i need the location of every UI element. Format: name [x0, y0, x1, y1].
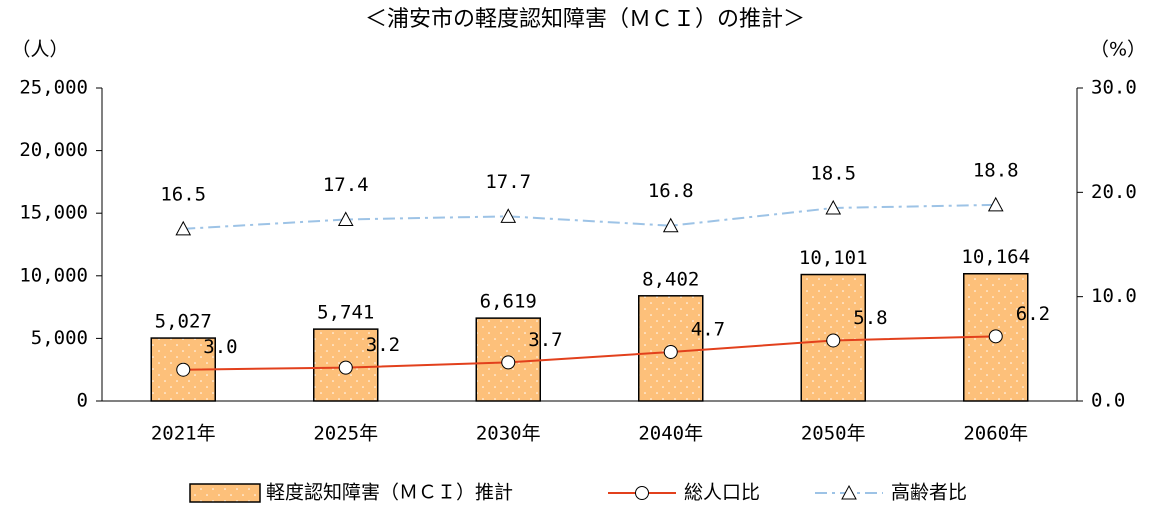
y2-tick-label: 30.0: [1091, 77, 1137, 99]
point: [841, 484, 857, 500]
y2-tick-label: 0.0: [1091, 390, 1125, 412]
y-tick-label: 25,000: [19, 77, 88, 99]
x-tick-label: 2021年: [151, 423, 216, 445]
data-label: 3.2: [366, 334, 400, 356]
data-label: 5.8: [853, 307, 887, 329]
legend-label: 総人口比: [684, 482, 760, 504]
legend-item: 総人口比: [608, 482, 760, 504]
data-label: 8,402: [642, 268, 699, 290]
data-label: 10,164: [961, 246, 1030, 268]
chart-title: ＜浦安市の軽度認知障害（ＭＣＩ）の推計＞: [365, 7, 805, 32]
x-tick-label: 2060年: [963, 423, 1028, 445]
point: [337, 211, 354, 226]
point: [501, 355, 516, 370]
legend-item: 軽度認知障害（ＭＣＩ）推計: [189, 482, 513, 504]
data-label: 16.5: [160, 183, 206, 205]
data-label: 17.4: [323, 174, 369, 196]
bar: [800, 273, 866, 402]
legend-label: 高齢者比: [891, 482, 967, 504]
y-tick-label: 5,000: [31, 327, 88, 349]
data-label: 3.7: [528, 329, 562, 351]
point: [663, 344, 678, 359]
point: [338, 360, 353, 375]
y-tick-label: 0: [77, 390, 88, 412]
point: [176, 362, 191, 377]
line: [183, 203, 996, 230]
data-label: 3.0: [203, 336, 237, 358]
x-tick-label: 2040年: [638, 423, 703, 445]
y2-axis-label: （%）: [1090, 39, 1146, 61]
point: [635, 486, 649, 500]
legend-label: 軽度認知障害（ＭＣＩ）推計: [266, 482, 513, 504]
legend-item: 高齢者比: [815, 482, 967, 504]
data-label: 17.7: [485, 171, 531, 193]
y-axis-label: （人）: [11, 39, 68, 61]
point: [175, 220, 192, 236]
point: [662, 217, 679, 233]
y-tick-label: 15,000: [19, 202, 88, 224]
line: [183, 335, 996, 371]
data-label: 6.2: [1016, 303, 1050, 325]
data-label: 4.7: [691, 318, 725, 340]
x-tick-label: 2030年: [476, 423, 541, 445]
data-label: 5,741: [317, 302, 374, 324]
y2-tick-label: 20.0: [1091, 181, 1137, 203]
data-label: 18.5: [810, 162, 856, 184]
point: [987, 196, 1004, 212]
point: [500, 208, 517, 223]
legend-swatch: [189, 483, 261, 503]
point: [826, 333, 841, 348]
data-label: 6,619: [480, 291, 537, 313]
data-label: 10,101: [799, 247, 868, 269]
data-label: 18.8: [973, 159, 1019, 181]
data-label: 5,027: [155, 311, 212, 333]
point: [988, 329, 1003, 344]
point: [825, 199, 842, 215]
y-tick-label: 20,000: [19, 139, 88, 161]
x-tick-label: 2050年: [801, 423, 866, 445]
x-tick-label: 2025年: [313, 423, 378, 445]
data-label: 16.8: [648, 180, 694, 202]
y2-tick-label: 10.0: [1091, 285, 1137, 307]
y-tick-label: 10,000: [19, 264, 88, 286]
